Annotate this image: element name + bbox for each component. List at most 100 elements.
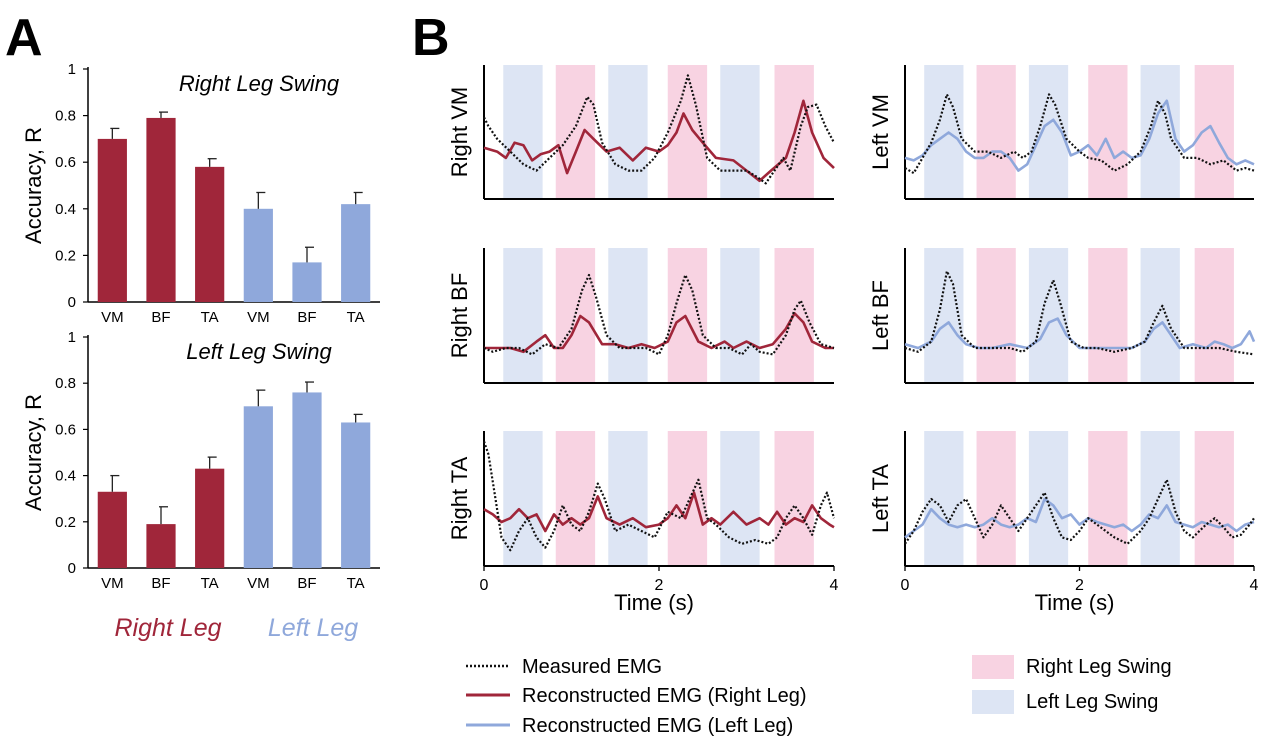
trace-label: Right VM — [447, 87, 472, 177]
y-tick-label: 0.6 — [55, 421, 76, 438]
bar — [195, 468, 225, 568]
emg-trace-panels: Right VM Left VM Right BF Left BF Right TA 0 2… — [447, 65, 1259, 615]
x-axis-label: Time (s) — [1035, 590, 1115, 615]
x-axis-label: Time (s) — [614, 590, 694, 615]
x-tick-label: VM — [101, 309, 124, 326]
bar — [292, 392, 322, 568]
group-label-left-leg: Left Leg — [268, 614, 358, 642]
x-tick-label: 2 — [1075, 577, 1084, 594]
legend-reconstructed-left-label: Reconstructed EMG (Left Leg) — [522, 715, 793, 737]
reconstructed-emg-line — [904, 99, 1255, 172]
trace-label: Right TA — [447, 456, 472, 540]
x-tick-label: VM — [247, 575, 270, 592]
left-swing-band — [1140, 248, 1180, 383]
left-swing-band — [503, 431, 543, 566]
y-tick-label: 0.4 — [55, 468, 76, 485]
left-swing-band — [1028, 431, 1069, 566]
trace-panel-right-ta: Right TA 0 2 4 Time (s) — [447, 431, 839, 615]
trace-panel-left-bf: Left BF — [868, 248, 1256, 384]
left-swing-band — [720, 65, 760, 199]
measured-emg-line — [904, 93, 1255, 175]
bar — [146, 524, 176, 568]
x-tick-label: VM — [101, 575, 124, 592]
panel-letter-b: B — [412, 9, 450, 67]
legend-left-swing-swatch — [972, 690, 1014, 714]
trace-label: Right BF — [447, 273, 472, 359]
y-tick-label: 0.6 — [55, 154, 76, 171]
legend-left-swing-label: Left Leg Swing — [1026, 691, 1158, 713]
y-tick-label: 1 — [68, 329, 76, 346]
right-swing-band — [1194, 248, 1234, 383]
x-tick-label: 4 — [830, 577, 839, 594]
x-tick-label: TA — [347, 575, 365, 592]
reconstructed-emg-line — [904, 497, 1255, 539]
left-swing-band — [924, 65, 964, 199]
panel-letter-a: A — [5, 9, 43, 67]
left-swing-band — [720, 431, 760, 566]
y-tick-label: 1 — [68, 61, 76, 78]
right-swing-band — [1088, 431, 1128, 566]
measured-emg-line — [483, 74, 835, 185]
x-tick-label: TA — [347, 309, 365, 326]
left-swing-band — [924, 248, 964, 383]
y-tick-label: 0 — [68, 294, 76, 311]
right-swing-band — [774, 431, 814, 566]
reconstructed-emg-line — [904, 317, 1256, 350]
bar — [146, 117, 176, 303]
bar-chart-left-leg-swing: 0 0.2 0.4 0.6 0.8 1 Accuracy, R Left Leg Swing V… — [21, 329, 380, 592]
left-swing-band — [608, 248, 648, 383]
y-tick-label: 0.8 — [55, 375, 76, 392]
legend-measured-label: Measured EMG — [522, 656, 662, 678]
legend-right-swing-swatch — [972, 655, 1014, 679]
left-swing-band — [503, 65, 543, 199]
measured-emg-line — [904, 270, 1255, 356]
right-swing-band — [555, 65, 596, 199]
right-swing-band — [976, 248, 1016, 383]
bar — [292, 262, 322, 302]
trace-panel-right-bf: Right BF — [447, 248, 835, 384]
x-tick-label: BF — [151, 309, 170, 326]
left-swing-band — [503, 248, 543, 383]
bar — [97, 491, 127, 568]
right-swing-band — [555, 431, 596, 566]
x-tick-label: 4 — [1250, 577, 1259, 594]
bar — [243, 406, 273, 568]
trace-panel-left-ta: Left TA 0 2 4 Time (s) — [868, 431, 1259, 615]
measured-emg-line — [483, 273, 835, 356]
measured-emg-line — [904, 478, 1255, 545]
bar — [341, 422, 371, 568]
bar — [195, 166, 225, 302]
y-tick-label: 0.2 — [55, 514, 76, 531]
x-tick-label: TA — [201, 309, 219, 326]
reconstructed-emg-line — [484, 312, 834, 354]
left-swing-band — [1140, 431, 1180, 566]
right-swing-band — [555, 248, 596, 383]
trace-panel-right-vm: Right VM — [447, 65, 835, 200]
y-tick-label: 0.4 — [55, 201, 76, 218]
right-swing-band — [976, 431, 1016, 566]
measured-emg-line — [482, 441, 836, 552]
legend: Measured EMG Reconstructed EMG (Right Le… — [466, 655, 1172, 737]
trace-label: Left VM — [868, 94, 893, 170]
right-swing-band — [1194, 431, 1234, 566]
x-tick-label: BF — [297, 575, 316, 592]
y-tick-label: 0.8 — [55, 108, 76, 125]
trace-label: Left TA — [868, 464, 893, 533]
right-swing-band — [1088, 248, 1128, 383]
left-swing-band — [608, 65, 648, 199]
right-swing-band — [976, 65, 1016, 199]
legend-reconstructed-right-label: Reconstructed EMG (Right Leg) — [522, 685, 807, 707]
left-swing-band — [720, 248, 760, 383]
trace-panel-left-vm: Left VM — [868, 65, 1255, 200]
x-tick-label: VM — [247, 309, 270, 326]
left-swing-band — [924, 431, 964, 566]
bar-chart-right-leg-swing: 0 0.2 0.4 0.6 0.8 1 Accuracy, R Right Leg Swing… — [21, 61, 380, 326]
y-tick-label: 0 — [68, 560, 76, 577]
x-tick-label: TA — [201, 575, 219, 592]
x-tick-label: 0 — [901, 577, 910, 594]
right-swing-band — [667, 431, 708, 566]
group-label-right-leg: Right Leg — [114, 614, 221, 642]
x-tick-label: 0 — [480, 577, 489, 594]
x-tick-label: BF — [151, 575, 170, 592]
